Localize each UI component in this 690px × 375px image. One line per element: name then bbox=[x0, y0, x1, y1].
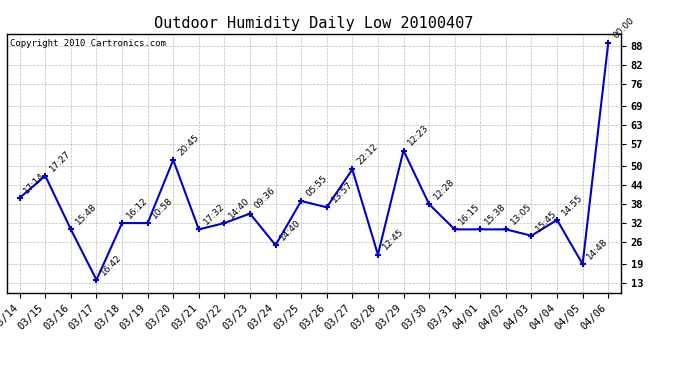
Text: 15:38: 15:38 bbox=[483, 202, 508, 226]
Text: 15:48: 15:48 bbox=[74, 202, 98, 226]
Text: 14:40: 14:40 bbox=[278, 218, 303, 242]
Text: 12:23: 12:23 bbox=[406, 123, 431, 148]
Text: 22:12: 22:12 bbox=[355, 142, 380, 166]
Text: 12:28: 12:28 bbox=[432, 177, 456, 201]
Text: 12:45: 12:45 bbox=[381, 227, 405, 252]
Text: 10:58: 10:58 bbox=[150, 196, 175, 220]
Text: 15:45: 15:45 bbox=[534, 209, 559, 233]
Text: 05:55: 05:55 bbox=[304, 174, 328, 198]
Text: 20:45: 20:45 bbox=[176, 133, 201, 157]
Text: 17:14: 17:14 bbox=[23, 171, 47, 195]
Text: 17:27: 17:27 bbox=[48, 148, 72, 173]
Text: 13:57: 13:57 bbox=[330, 180, 354, 204]
Text: 14:55: 14:55 bbox=[560, 193, 584, 217]
Text: 13:05: 13:05 bbox=[509, 202, 533, 226]
Title: Outdoor Humidity Daily Low 20100407: Outdoor Humidity Daily Low 20100407 bbox=[155, 16, 473, 31]
Text: 17:32: 17:32 bbox=[201, 202, 226, 226]
Text: 14:40: 14:40 bbox=[227, 196, 252, 220]
Text: 16:42: 16:42 bbox=[99, 253, 124, 277]
Text: 00:00: 00:00 bbox=[611, 16, 635, 40]
Text: 16:15: 16:15 bbox=[457, 202, 482, 226]
Text: Copyright 2010 Cartronics.com: Copyright 2010 Cartronics.com bbox=[10, 39, 166, 48]
Text: 16:12: 16:12 bbox=[125, 196, 150, 220]
Text: 09:36: 09:36 bbox=[253, 186, 277, 211]
Text: 14:48: 14:48 bbox=[585, 237, 610, 261]
